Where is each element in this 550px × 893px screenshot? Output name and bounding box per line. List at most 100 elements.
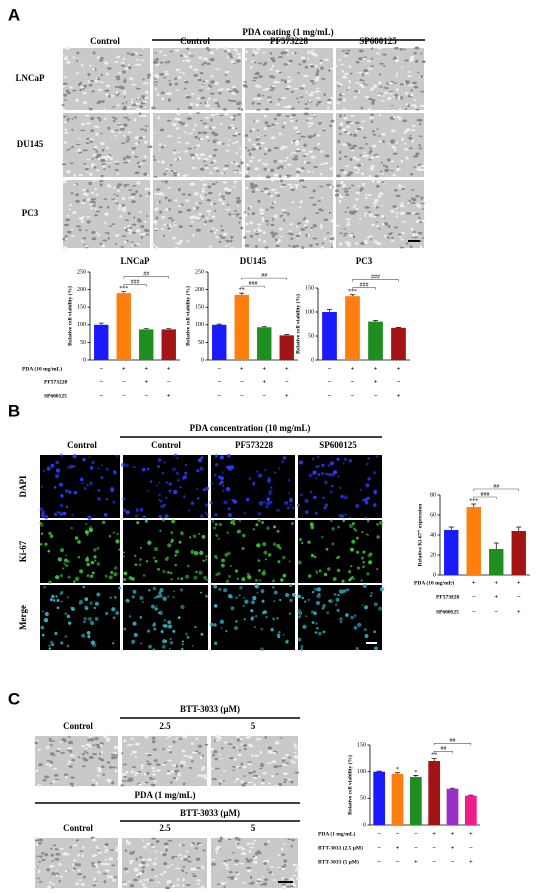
cell <box>254 167 259 171</box>
nucleus <box>48 647 52 650</box>
nucleus <box>90 560 95 565</box>
nucleus <box>181 640 185 643</box>
nucleus <box>276 617 279 620</box>
nucleus <box>262 542 267 547</box>
cell <box>201 84 204 86</box>
cell <box>258 238 262 242</box>
nucleus <box>44 542 48 546</box>
nucleus <box>365 462 369 466</box>
cell <box>243 236 247 239</box>
cell <box>204 194 208 196</box>
cell <box>105 155 111 159</box>
nucleus <box>149 480 153 483</box>
cell <box>244 146 248 149</box>
cell <box>200 196 205 200</box>
cell <box>387 224 391 229</box>
condition-sign: − <box>396 858 400 865</box>
cell <box>40 855 43 859</box>
cell <box>35 739 40 742</box>
nucleus <box>158 493 161 497</box>
cell <box>249 846 255 849</box>
cell <box>125 871 129 873</box>
cell <box>304 65 309 69</box>
cell <box>64 775 68 779</box>
nucleus <box>127 510 130 513</box>
cell <box>108 185 112 188</box>
cell <box>156 93 160 97</box>
cell <box>80 85 84 89</box>
cell <box>410 189 415 191</box>
cell <box>112 766 117 769</box>
nucleus <box>372 503 377 507</box>
cell <box>418 135 423 138</box>
cell <box>374 214 380 217</box>
nucleus <box>227 574 232 578</box>
micrograph <box>123 585 209 651</box>
cell <box>85 244 89 248</box>
cell <box>202 183 207 187</box>
cell <box>307 122 313 125</box>
cell <box>219 836 223 841</box>
row-label: PF573228 <box>436 594 459 600</box>
cell <box>244 244 250 247</box>
nucleus <box>334 603 338 607</box>
cell <box>154 73 159 76</box>
cell <box>260 883 265 886</box>
cell <box>224 740 227 744</box>
cell <box>72 211 77 215</box>
nucleus <box>87 635 91 639</box>
cell <box>228 212 232 216</box>
nucleus <box>336 608 340 612</box>
cell <box>143 878 146 882</box>
cell <box>355 121 360 125</box>
cell <box>355 158 361 161</box>
cell <box>46 868 51 872</box>
nucleus <box>347 570 352 574</box>
cell <box>303 74 309 78</box>
cell <box>290 845 294 848</box>
cell <box>139 105 143 109</box>
cell <box>176 772 181 776</box>
nucleus <box>341 579 345 583</box>
cell <box>99 57 104 60</box>
nucleus <box>40 513 46 518</box>
cell <box>191 166 196 170</box>
cell <box>152 155 156 158</box>
y-tick-label: 50 <box>198 340 204 346</box>
nucleus <box>318 631 322 636</box>
cell <box>195 147 198 150</box>
nucleus <box>220 480 224 485</box>
cell <box>56 874 59 877</box>
cell <box>316 87 319 90</box>
cell <box>166 186 172 189</box>
cell <box>251 190 256 194</box>
cell <box>409 134 412 137</box>
cell <box>280 179 283 183</box>
cell <box>395 88 399 92</box>
nucleus <box>299 538 303 542</box>
cell <box>196 157 202 160</box>
cell <box>80 240 85 243</box>
cell <box>346 242 352 245</box>
cell <box>92 884 97 887</box>
nucleus <box>310 610 314 614</box>
cell <box>131 98 134 101</box>
nucleus <box>270 628 274 632</box>
cell <box>52 740 56 742</box>
cell <box>262 63 266 66</box>
cell <box>232 769 236 771</box>
condition-sign: − <box>99 392 103 399</box>
nucleus <box>278 630 281 634</box>
cell <box>210 126 217 129</box>
cell <box>158 200 161 204</box>
cell <box>124 67 130 70</box>
nucleus <box>272 542 277 547</box>
cell <box>168 207 171 211</box>
nucleus <box>336 457 340 461</box>
nucleus <box>201 535 206 539</box>
cell <box>173 149 177 152</box>
nucleus <box>337 525 341 529</box>
cell <box>105 863 111 866</box>
cell <box>411 139 415 143</box>
